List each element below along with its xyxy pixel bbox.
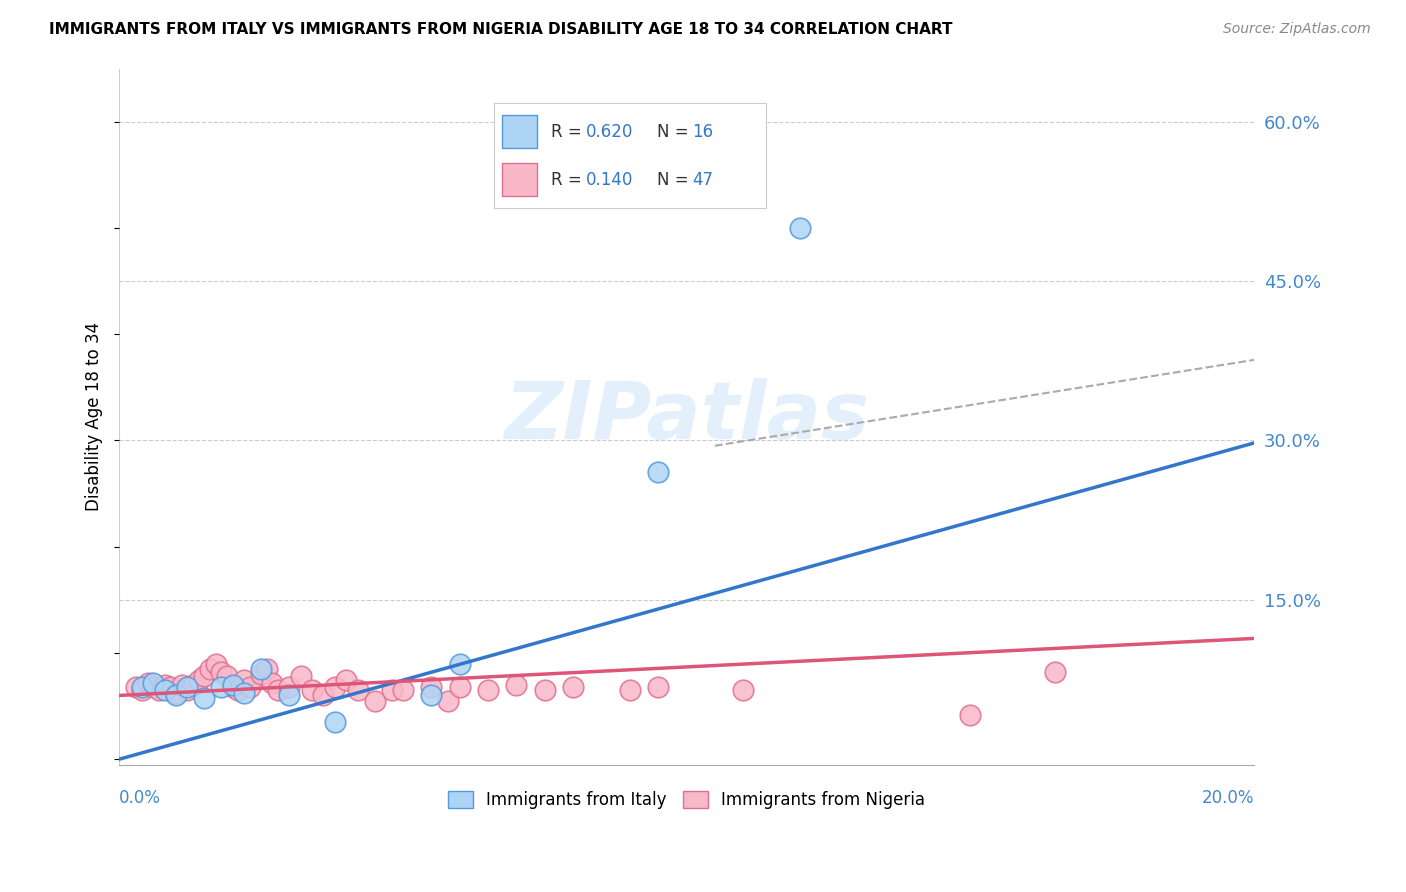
Point [449,680,471,694]
Point [233,673,256,687]
Point [346,683,368,698]
Point [136,675,159,690]
Point [204,657,226,671]
Point [125,680,148,694]
Point [562,680,585,694]
Point [187,673,209,687]
Point [363,694,385,708]
Point [142,680,165,694]
Point [301,683,323,698]
Point [533,683,555,698]
Point [267,683,290,698]
Point [181,678,204,692]
Point [437,694,460,708]
Point [250,667,273,681]
Legend: Immigrants from Italy, Immigrants from Nigeria: Immigrants from Italy, Immigrants from N… [441,784,932,815]
Point [323,680,346,694]
Point [159,680,181,694]
Point [1045,665,1067,679]
Point [420,689,443,703]
Point [170,678,193,692]
Point [733,683,755,698]
Point [290,669,312,683]
Point [789,221,811,235]
Point [477,683,499,698]
Point [647,465,669,479]
Point [278,689,301,703]
Point [176,683,198,698]
Point [228,683,250,698]
Point [198,662,221,676]
Point [193,669,215,683]
Point [142,675,165,690]
Point [131,680,153,694]
Text: 0.0%: 0.0% [120,789,162,806]
Point [335,673,357,687]
Text: Source: ZipAtlas.com: Source: ZipAtlas.com [1223,22,1371,37]
Point [449,657,471,671]
Point [505,678,527,692]
Point [222,678,245,692]
Y-axis label: Disability Age 18 to 34: Disability Age 18 to 34 [86,322,103,511]
Point [256,662,278,676]
Point [312,689,335,703]
Text: ZIPatlas: ZIPatlas [505,377,869,456]
Point [153,683,176,698]
Point [250,662,273,676]
Text: IMMIGRANTS FROM ITALY VS IMMIGRANTS FROM NIGERIA DISABILITY AGE 18 TO 34 CORRELA: IMMIGRANTS FROM ITALY VS IMMIGRANTS FROM… [49,22,953,37]
Point [420,680,443,694]
Point [381,683,404,698]
Point [323,714,346,729]
Point [619,683,641,698]
Point [209,680,232,694]
Point [392,683,415,698]
Point [193,690,215,705]
Point [153,678,176,692]
Text: 20.0%: 20.0% [1201,789,1254,806]
Point [176,680,198,694]
Point [278,680,301,694]
Point [233,686,256,700]
Point [148,683,170,698]
Point [165,686,187,700]
Point [959,707,981,722]
Point [647,680,669,694]
Point [262,675,284,690]
Point [215,669,238,683]
Point [131,683,153,698]
Point [239,680,262,694]
Point [209,665,232,679]
Point [165,689,187,703]
Point [222,680,245,694]
